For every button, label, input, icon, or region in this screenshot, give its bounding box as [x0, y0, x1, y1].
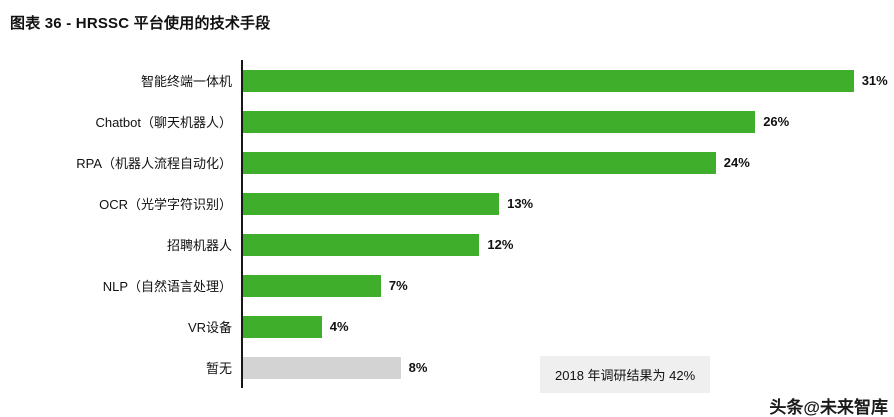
- chart-row: 招聘机器人 12%: [10, 224, 886, 265]
- category-label: 智能终端一体机: [140, 74, 232, 89]
- bar: [243, 233, 480, 256]
- category-label: Chatbot（聊天机器人）: [95, 115, 232, 130]
- category-label: RPA（机器人流程自动化）: [76, 156, 232, 171]
- category-label: 暂无: [205, 361, 232, 376]
- chart-row: RPA（机器人流程自动化） 24%: [10, 142, 886, 183]
- bar: [243, 274, 381, 297]
- chart-row: NLP（自然语言处理） 7%: [10, 265, 886, 306]
- bar-chart: 智能终端一体机 31% Chatbot（聊天机器人） 26% RPA（机器人流程自动化）…: [10, 60, 888, 388]
- value-label: 13%: [507, 196, 534, 211]
- bar: [243, 356, 401, 379]
- chart-row: OCR（光学字符识别） 13%: [10, 183, 886, 224]
- bar-area: 8%: [241, 347, 886, 388]
- value-label: 26%: [763, 114, 790, 129]
- category-label: OCR（光学字符识别）: [99, 197, 232, 212]
- bar-area: 7%: [241, 265, 886, 306]
- chart-rows: 智能终端一体机 31% Chatbot（聊天机器人） 26% RPA（机器人流程自动化）…: [10, 60, 888, 388]
- category-label: NLP（自然语言处理）: [102, 279, 232, 294]
- bar: [243, 151, 716, 174]
- value-label: 4%: [329, 319, 349, 334]
- annotation-box: 2018 年调研结果为 42%: [540, 356, 711, 393]
- bar: [243, 315, 322, 338]
- value-label: 7%: [388, 278, 408, 293]
- bar-area: 24%: [241, 142, 886, 183]
- bar-area: 13%: [241, 183, 886, 224]
- bar: [243, 69, 854, 92]
- value-label: 31%: [861, 73, 888, 88]
- chart-title: 图表 36 - HRSSC 平台使用的技术手段: [10, 15, 271, 32]
- category-label: 招聘机器人: [166, 238, 232, 253]
- bar: [243, 192, 500, 215]
- bar-area: 12%: [241, 224, 886, 265]
- chart-row: 智能终端一体机 31%: [10, 60, 888, 101]
- value-label: 12%: [487, 237, 514, 252]
- value-label: 8%: [408, 360, 428, 375]
- bar-area: 31%: [241, 60, 888, 101]
- chart-row: 暂无 8%: [10, 347, 886, 388]
- category-label: VR设备: [187, 320, 232, 335]
- chart-row: VR设备 4%: [10, 306, 886, 347]
- chart-row: Chatbot（聊天机器人） 26%: [10, 101, 886, 142]
- bar: [243, 110, 756, 133]
- bar-area: 26%: [241, 101, 886, 142]
- bar-area: 4%: [241, 306, 886, 347]
- value-label: 24%: [723, 155, 750, 170]
- watermark: 头条@未来智库: [769, 398, 888, 417]
